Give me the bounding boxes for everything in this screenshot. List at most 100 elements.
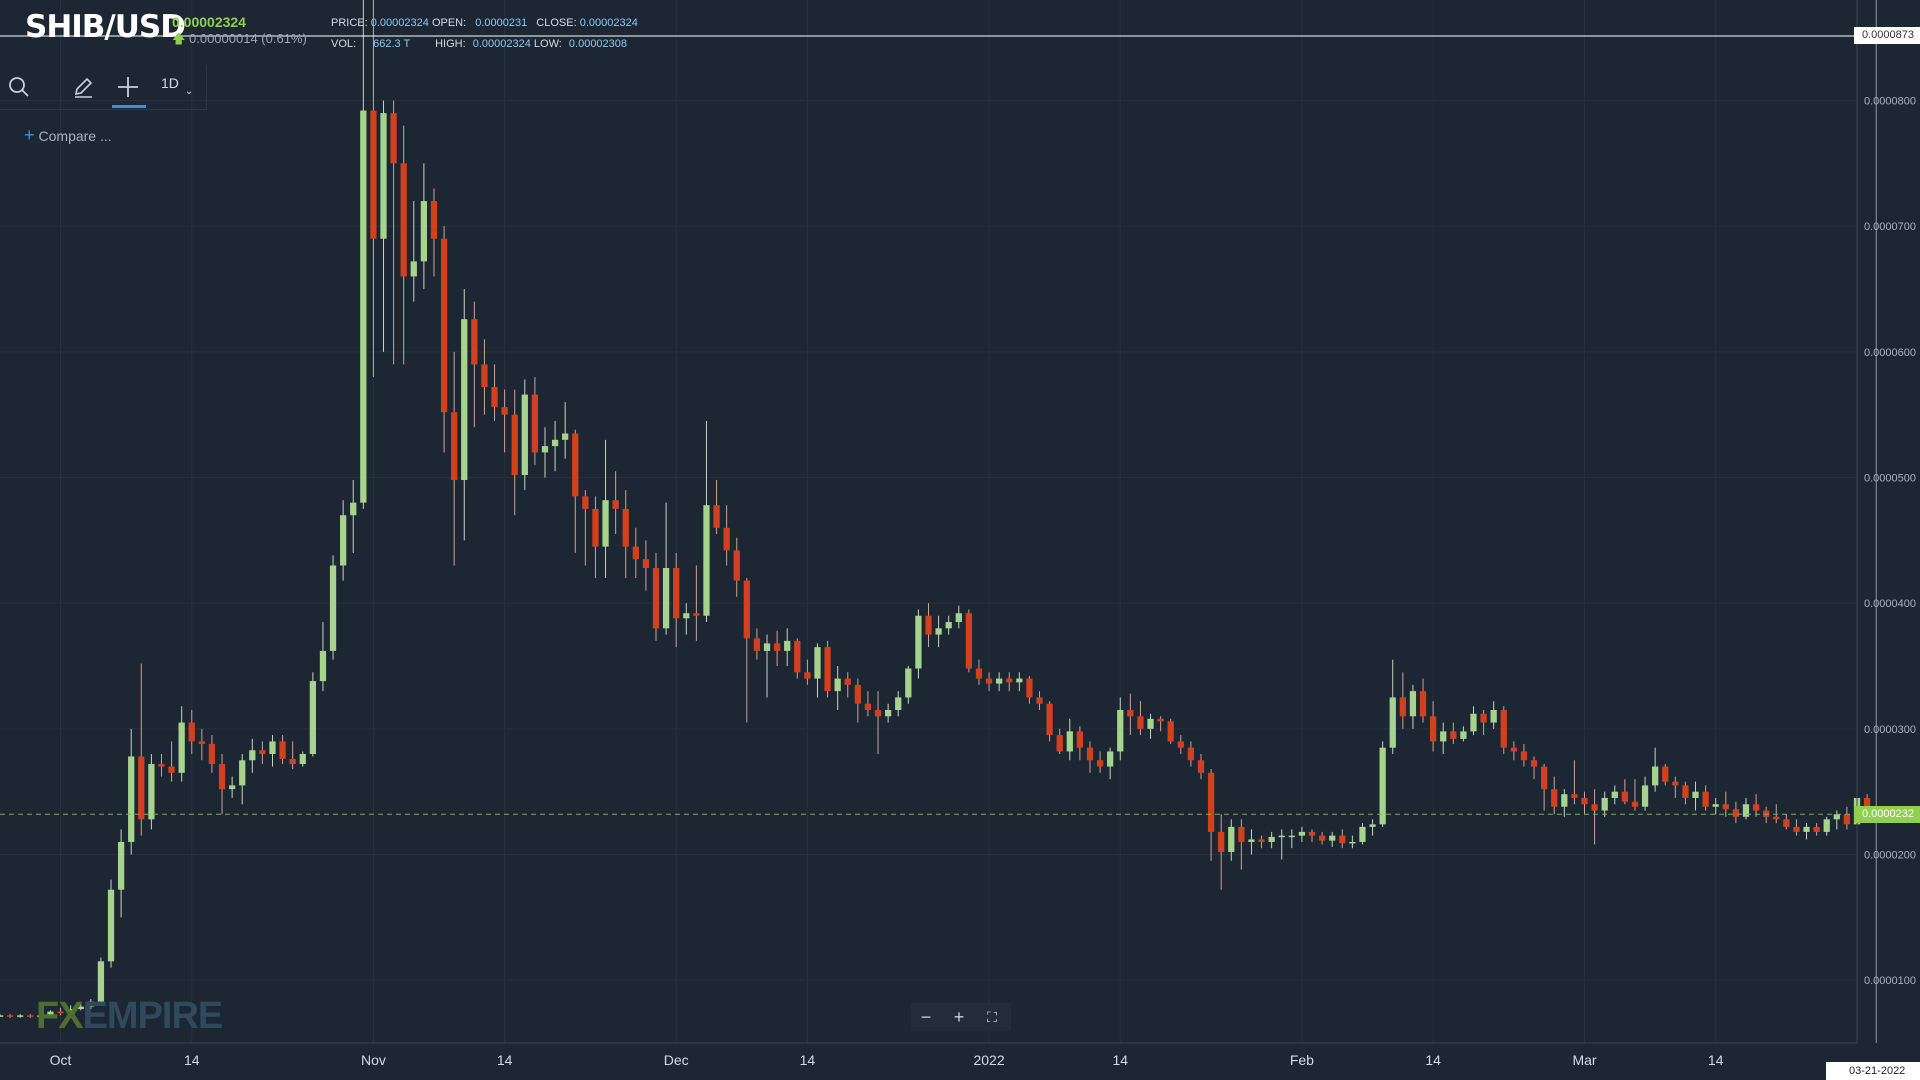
candle-body (1763, 810, 1770, 817)
x-tick-label: 2022 (973, 1052, 1004, 1068)
pencil-icon[interactable] (67, 71, 99, 103)
candle-body (1692, 791, 1699, 798)
candle-body (1581, 797, 1588, 805)
candle-body (733, 550, 740, 581)
candle-body (1419, 691, 1427, 717)
y-axis: 0.0000100 0.0000200 0.0000300 0.0000400 0.00… (1856, 0, 1916, 1043)
candle-body (1399, 697, 1406, 717)
candle-body (511, 414, 518, 476)
candle-body (188, 722, 195, 742)
candle-body (1601, 797, 1608, 811)
candle-body (1803, 826, 1810, 832)
y-tick-label: 0.0000500 (1864, 473, 1916, 485)
candle-body (1238, 826, 1245, 842)
candle-body (1621, 791, 1629, 802)
candle-body (128, 756, 135, 842)
candle-body (1813, 826, 1820, 832)
grid-lines (0, 0, 1857, 1043)
x-tick-label: Nov (361, 1052, 386, 1068)
candles (0, 0, 1881, 1018)
candle-body (400, 163, 407, 277)
compare-button[interactable]: + Compare ... (24, 125, 112, 146)
candle-body (582, 496, 589, 509)
candle-body (1026, 678, 1033, 698)
interval-select[interactable]: 1D ⌄ (161, 75, 193, 97)
x-tick-label: Dec (664, 1052, 689, 1068)
candle-body (1843, 814, 1851, 825)
candle-body (622, 508, 629, 547)
candle-body (1187, 747, 1195, 761)
candle-body (17, 1015, 24, 1017)
price-change-value: 0.00000014 (0.61%) (189, 31, 307, 46)
candle-body (1702, 791, 1709, 807)
candle-body (1672, 781, 1679, 786)
candle-body (612, 500, 619, 509)
candle-body (1520, 751, 1528, 761)
fullscreen-icon[interactable]: ⛶ (987, 1009, 997, 1025)
candle-body (1046, 703, 1053, 736)
candle-body (955, 613, 962, 623)
candle-body (683, 613, 690, 619)
candle-body (1258, 839, 1265, 842)
candle-body (1359, 826, 1366, 842)
candle-body (471, 319, 478, 365)
search-icon[interactable] (3, 71, 35, 103)
candle-body (299, 753, 306, 765)
candle-body (794, 640, 801, 673)
candle-body (1036, 697, 1043, 704)
candle-body (531, 394, 539, 453)
candle-body (430, 201, 438, 239)
y-tick-label: 0.0000400 (1864, 598, 1916, 610)
candle-body (249, 750, 256, 761)
candle-body (975, 668, 983, 679)
candle-body (1137, 716, 1144, 729)
candle-body (562, 433, 569, 440)
crosshair-icon[interactable] (112, 71, 146, 108)
candle-body (1268, 836, 1275, 842)
close-value: 0.00002324 (579, 17, 638, 29)
y-tick-label: 0.0000700 (1864, 221, 1916, 233)
candle-body (1480, 713, 1487, 723)
candle-body (834, 678, 841, 692)
candle-body (1652, 766, 1659, 786)
candle-body (1510, 747, 1517, 752)
x-tick-label: 14 (800, 1052, 816, 1068)
candle-body (1409, 691, 1417, 717)
candle-body (1308, 831, 1316, 836)
candle-body (97, 961, 105, 1002)
candle-body (1076, 731, 1084, 748)
candle-body (1530, 760, 1538, 767)
candle-body (1783, 819, 1790, 827)
zoom-in-button[interactable]: + (953, 1007, 965, 1027)
candle-body (673, 567, 680, 619)
candle-body (1440, 731, 1447, 742)
candle-body (47, 1011, 54, 1016)
candle-body (925, 615, 932, 635)
candle-body (713, 505, 720, 528)
candle-body (67, 1009, 74, 1013)
candle-body (1732, 809, 1740, 817)
candle-body (218, 764, 226, 790)
zoom-out-button[interactable]: − (920, 1007, 932, 1027)
candle-body (1228, 826, 1235, 852)
candle-body (572, 433, 579, 497)
y-tick-label: 0.0000300 (1864, 724, 1916, 736)
candle-body (703, 505, 710, 616)
high-label: HIGH: (435, 38, 466, 50)
candle-body (1298, 831, 1306, 836)
current-price: 0.00002324 (172, 14, 246, 30)
candle-body (1773, 816, 1780, 820)
candle-body (804, 672, 811, 679)
candle-body (1318, 835, 1326, 841)
candle-body (198, 741, 205, 744)
candle-body (1571, 794, 1578, 798)
candle-body (1096, 760, 1104, 767)
candle-body (985, 678, 993, 684)
candle-body (239, 760, 246, 786)
chevron-down-icon: ⌄ (184, 86, 194, 97)
candle-body (551, 439, 559, 447)
vol-label: VOL: (331, 38, 357, 50)
candle-body (6, 1015, 14, 1017)
candle-body (168, 766, 175, 773)
